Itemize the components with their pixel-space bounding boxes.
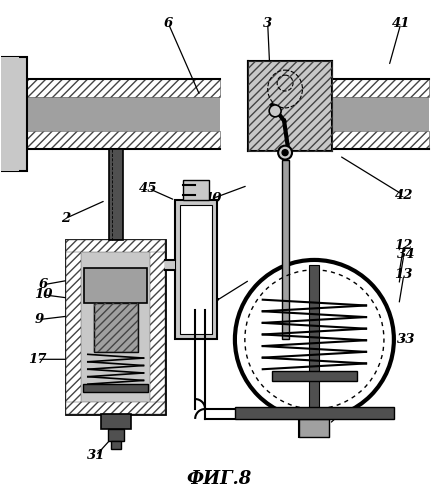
Bar [19, 79, 220, 97]
Text: 9: 9 [35, 313, 44, 326]
Bar [83, 384, 148, 392]
Bar [0, 57, 27, 170]
Bar [66, 240, 165, 414]
Text: 34: 34 [396, 248, 415, 262]
Bar [94, 302, 138, 352]
Text: 2: 2 [61, 212, 71, 224]
Bar [66, 240, 81, 414]
Bar [183, 180, 209, 201]
Bar [300, 419, 329, 437]
Text: 41: 41 [392, 17, 410, 30]
Bar [101, 414, 131, 429]
Bar [175, 200, 217, 340]
Bar [165, 260, 175, 270]
Bar [0, 57, 19, 170]
Ellipse shape [0, 57, 13, 170]
Bar [180, 206, 212, 334]
Circle shape [278, 146, 292, 160]
Text: 4: 4 [11, 149, 20, 162]
Text: ФИГ.8: ФИГ.8 [187, 470, 251, 488]
Text: 31: 31 [87, 449, 105, 462]
Bar [94, 302, 138, 352]
Text: 45: 45 [348, 392, 366, 406]
Bar [108, 429, 124, 441]
Text: 12: 12 [395, 238, 413, 252]
Text: 10: 10 [34, 288, 53, 301]
Text: 3: 3 [263, 17, 272, 30]
Text: 6: 6 [164, 17, 173, 30]
Bar [272, 371, 357, 381]
Bar [66, 240, 165, 252]
Text: 6: 6 [39, 278, 48, 291]
Bar [19, 97, 220, 131]
Text: 5: 5 [315, 392, 324, 406]
Circle shape [282, 150, 288, 156]
Text: 27: 27 [201, 298, 219, 311]
Circle shape [269, 105, 281, 117]
Text: 42: 42 [395, 189, 413, 202]
Bar [248, 61, 332, 150]
Circle shape [235, 260, 394, 419]
Bar [111, 441, 120, 448]
Bar [66, 402, 165, 414]
Bar [282, 160, 289, 340]
Text: 33: 33 [396, 333, 415, 346]
Bar [332, 97, 429, 131]
Bar [150, 240, 165, 414]
Text: 40: 40 [204, 192, 223, 205]
Bar [84, 268, 148, 302]
Text: 17: 17 [28, 353, 46, 366]
Text: 13: 13 [395, 268, 413, 281]
Bar [332, 79, 429, 97]
Bar [19, 131, 220, 148]
Bar [109, 148, 123, 240]
Bar [235, 407, 394, 419]
Bar [332, 131, 429, 148]
Text: 45: 45 [139, 182, 158, 195]
Bar [309, 265, 319, 414]
Bar [248, 61, 332, 150]
